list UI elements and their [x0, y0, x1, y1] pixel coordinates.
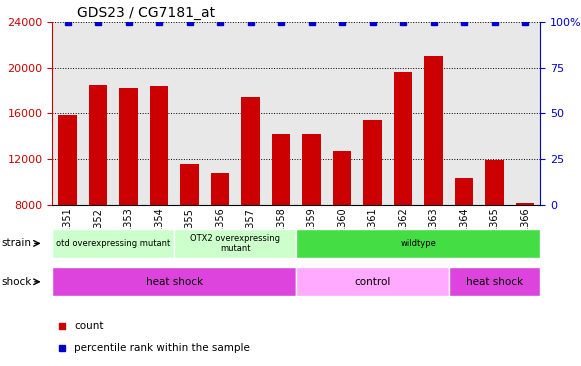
Bar — [241, 97, 260, 205]
Text: strain: strain — [1, 238, 31, 249]
Bar — [363, 120, 382, 205]
Bar — [449, 267, 540, 296]
Bar — [119, 88, 138, 205]
Text: heat shock: heat shock — [146, 277, 203, 287]
Text: GDS23 / CG7181_at: GDS23 / CG7181_at — [77, 5, 215, 19]
Text: control: control — [354, 277, 391, 287]
Bar — [302, 134, 321, 205]
Bar — [296, 267, 449, 296]
Text: heat shock: heat shock — [466, 277, 523, 287]
Bar — [150, 86, 168, 205]
Bar — [455, 178, 473, 205]
Bar — [58, 115, 77, 205]
Text: otd overexpressing mutant: otd overexpressing mutant — [56, 239, 170, 248]
Text: percentile rank within the sample: percentile rank within the sample — [74, 343, 250, 353]
Bar — [485, 160, 504, 205]
Text: wildtype: wildtype — [400, 239, 436, 248]
Bar — [424, 56, 443, 205]
Bar — [516, 203, 534, 205]
Bar — [89, 85, 107, 205]
Text: OTX2 overexpressing
mutant: OTX2 overexpressing mutant — [191, 234, 280, 253]
Bar — [394, 72, 412, 205]
Bar — [296, 229, 540, 258]
Bar — [52, 229, 174, 258]
Bar — [333, 151, 351, 205]
Bar — [180, 164, 199, 205]
Bar — [211, 173, 229, 205]
Text: count: count — [74, 321, 104, 331]
Bar — [52, 267, 296, 296]
Text: shock: shock — [1, 277, 31, 287]
Bar — [272, 134, 290, 205]
Bar — [174, 229, 296, 258]
